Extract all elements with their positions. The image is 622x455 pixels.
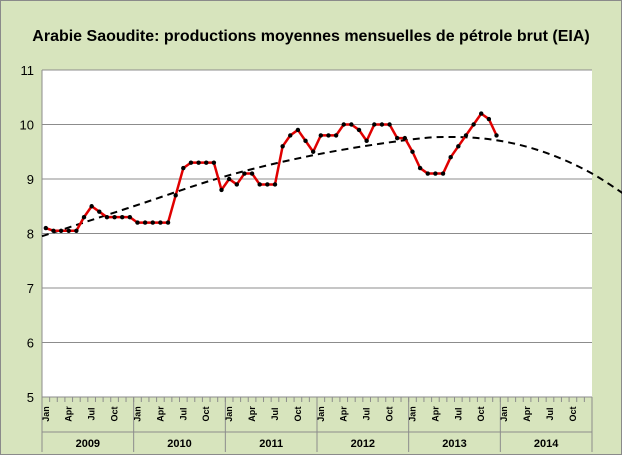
data-point <box>112 214 117 220</box>
data-point <box>219 187 224 193</box>
data-point <box>127 214 133 220</box>
month-tick-label: Oct <box>110 406 120 421</box>
year-label: 2009 <box>76 438 100 450</box>
data-point <box>226 176 232 182</box>
data-point <box>395 135 400 141</box>
data-point <box>486 116 492 122</box>
month-tick-label: Jul <box>270 407 280 420</box>
data-point <box>249 171 255 176</box>
data-point <box>440 171 446 176</box>
data-point <box>288 133 293 138</box>
data-point <box>158 220 163 225</box>
month-tick-label: Apr <box>64 406 74 422</box>
data-point <box>280 144 285 149</box>
data-point <box>310 149 316 154</box>
month-tick-label: Oct <box>293 406 303 421</box>
data-point <box>425 171 430 176</box>
data-point <box>417 165 423 171</box>
chart-title: Arabie Saoudite: productions moyennes me… <box>32 28 590 45</box>
data-point <box>181 165 186 171</box>
data-point <box>43 225 49 231</box>
data-point <box>433 171 438 176</box>
data-point <box>326 133 331 138</box>
y-tick-label: 10 <box>20 118 34 133</box>
month-tick-label: Oct <box>568 406 578 421</box>
month-tick-label: Jan <box>316 406 326 422</box>
month-tick-label: Oct <box>476 406 486 421</box>
data-point <box>356 127 362 133</box>
data-point <box>165 220 171 225</box>
month-tick-label: Oct <box>385 406 395 421</box>
month-tick-label: Jul <box>453 407 463 420</box>
data-point <box>89 204 94 209</box>
month-tick-label: Apr <box>522 406 532 422</box>
data-point <box>242 171 247 176</box>
data-point <box>364 138 369 144</box>
data-point <box>58 228 64 233</box>
data-point <box>257 182 262 187</box>
month-tick-label: Jan <box>224 406 234 422</box>
data-point <box>303 138 308 144</box>
data-point <box>471 122 476 127</box>
month-tick-label: Jul <box>362 407 372 420</box>
data-point <box>402 135 408 141</box>
data-point <box>387 122 392 127</box>
data-point <box>66 228 71 233</box>
y-tick-label: 9 <box>27 172 34 187</box>
month-tick-label: Apr <box>155 406 165 422</box>
data-point <box>379 122 385 127</box>
month-tick-label: Jan <box>41 406 51 422</box>
year-label: 2013 <box>442 438 466 450</box>
y-tick-label: 6 <box>27 336 34 351</box>
data-point <box>204 160 209 165</box>
month-tick-label: Jul <box>87 407 97 420</box>
month-tick-label: Apr <box>339 406 349 422</box>
data-point <box>81 214 87 220</box>
data-point <box>265 182 270 187</box>
data-point <box>150 220 155 225</box>
data-point <box>372 122 377 127</box>
data-point <box>318 133 324 138</box>
data-point <box>173 193 178 198</box>
data-point <box>479 111 484 116</box>
data-point <box>463 133 469 138</box>
data-point <box>410 149 415 154</box>
data-point <box>104 214 110 220</box>
month-tick-label: Apr <box>247 406 257 422</box>
data-point <box>333 133 339 138</box>
data-point <box>51 228 56 233</box>
month-tick-label: Apr <box>430 406 440 422</box>
data-point <box>196 160 201 165</box>
month-tick-label: Jan <box>407 406 417 422</box>
data-point <box>494 133 499 138</box>
data-point <box>448 155 453 160</box>
data-point <box>188 160 194 165</box>
month-tick-label: Jan <box>132 406 142 422</box>
data-point <box>135 220 140 225</box>
data-point <box>456 144 461 149</box>
data-point <box>120 214 125 220</box>
data-point <box>234 182 239 187</box>
y-tick-label: 8 <box>27 227 34 242</box>
data-point <box>74 228 79 233</box>
data-point <box>142 220 148 225</box>
data-point <box>341 122 346 127</box>
year-label: 2014 <box>534 438 559 450</box>
month-tick-label: Jan <box>499 406 509 422</box>
data-point <box>295 127 301 133</box>
data-point <box>97 209 102 214</box>
data-point <box>272 182 278 187</box>
year-label: 2011 <box>259 438 283 450</box>
month-tick-label: Oct <box>201 406 211 421</box>
y-tick-label: 7 <box>27 281 34 296</box>
month-tick-label: Jul <box>545 407 555 420</box>
month-tick-label: Jul <box>178 407 188 420</box>
year-label: 2012 <box>351 438 375 450</box>
y-tick-label: 11 <box>21 63 35 78</box>
y-tick-label: 5 <box>27 390 34 405</box>
year-label: 2010 <box>167 438 191 450</box>
data-point <box>349 122 354 127</box>
data-point <box>211 160 217 165</box>
